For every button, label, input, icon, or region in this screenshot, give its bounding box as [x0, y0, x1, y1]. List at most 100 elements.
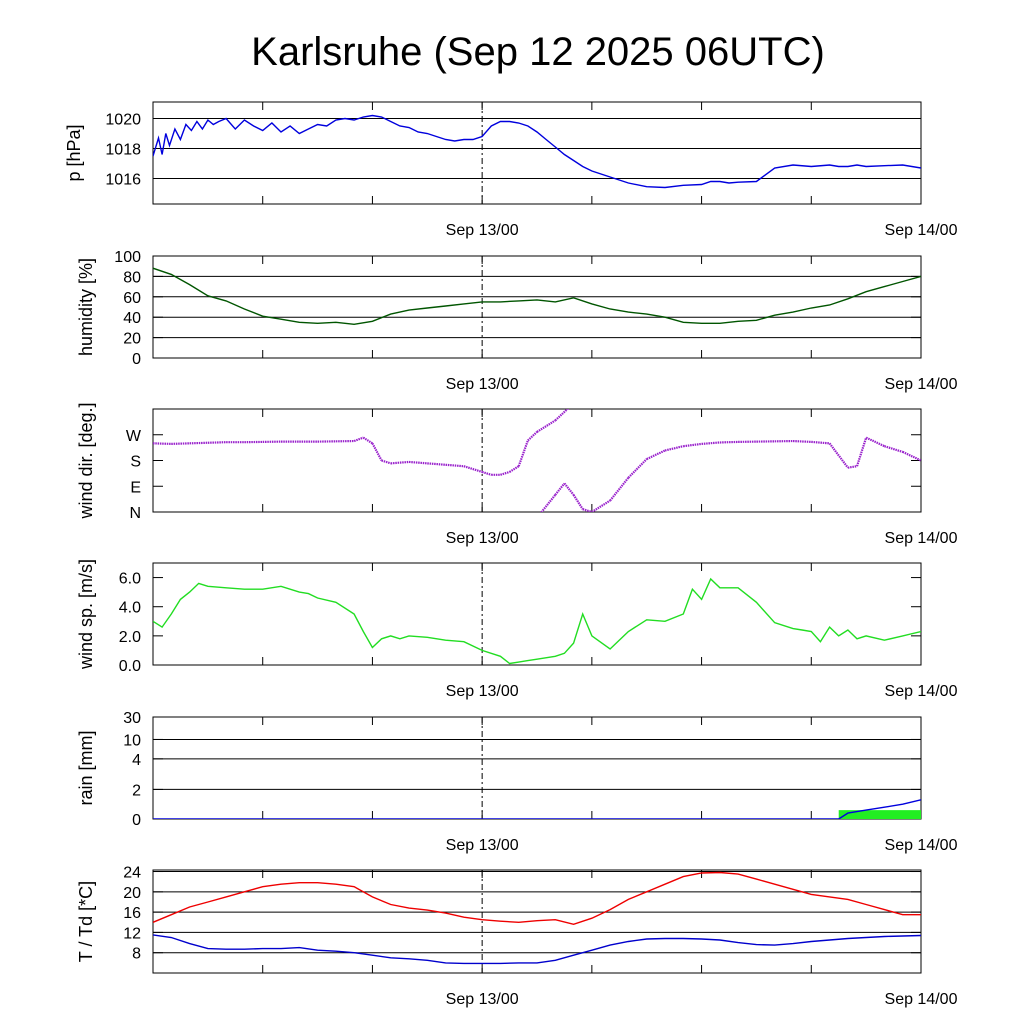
y-axis-label: wind sp. [m/s] [76, 559, 96, 670]
x-tick-label: Sep 14/00 [885, 530, 958, 547]
wind-dir-point [500, 470, 510, 476]
x-tick-label: Sep 14/00 [885, 991, 958, 1008]
wind-dir-point [362, 436, 374, 445]
y-tick-label: 20 [123, 331, 141, 348]
panel-frame [152, 869, 922, 974]
wind-dir-point [563, 482, 575, 496]
wind-dir-point [371, 442, 383, 462]
wind-dir-point [582, 508, 593, 512]
wind-dir-point [390, 460, 410, 465]
wind-dir-point [171, 442, 190, 446]
panel-frame [152, 101, 922, 205]
y-tick-label: 40 [123, 310, 141, 327]
wind-dir-point [508, 465, 520, 473]
panel-pressure: 1016 1018 1020 p [hPa] Sep 13/00 Sep 14/00 [64, 101, 958, 239]
plot-area [153, 577, 921, 665]
y-axis-label: wind dir. [deg.] [76, 402, 96, 519]
x-tick-label: Sep 13/00 [446, 222, 519, 239]
y-tick-label: 1018 [105, 142, 141, 159]
wind-dir-point [855, 437, 868, 467]
wind-dir-point [828, 442, 849, 469]
y-tick-label: S [130, 454, 141, 471]
wind-dir-point [353, 436, 364, 443]
y-tick-label: 1016 [105, 172, 141, 189]
panel-frame [152, 562, 922, 666]
y-tick-label: 0.0 [119, 658, 141, 675]
wind-dir-point [463, 465, 483, 473]
wind-dir-point [847, 465, 858, 469]
wind-dir-point [536, 419, 556, 433]
wind-dir-point [189, 441, 208, 445]
wind-dir-point [865, 436, 885, 448]
y-axis-label: rain [mm] [76, 730, 96, 805]
wind-dir-point [554, 482, 566, 496]
panel-frame [152, 255, 922, 359]
x-tick-label: Sep 14/00 [885, 222, 958, 239]
panel-frame [152, 716, 922, 820]
wind-dir-point [408, 460, 428, 465]
wind-dir-point [902, 450, 921, 462]
y-tick-label: 30 [123, 710, 141, 727]
x-tick-label: Sep 13/00 [446, 683, 519, 700]
x-tick-label: Sep 14/00 [885, 376, 958, 393]
y-tick-label: 20 [123, 885, 141, 902]
x-tick-label: Sep 13/00 [446, 837, 519, 854]
panel-humidity: 0 20 40 60 80 100 humidity [%] Sep 13/00 Sep 14/… [76, 249, 958, 393]
y-tick-label: 10 [123, 732, 141, 749]
plot-area [153, 114, 921, 189]
y-tick-label: 100 [114, 249, 141, 266]
y-tick-label: 4.0 [119, 600, 141, 617]
y-tick-label: 0 [132, 351, 141, 368]
y-tick-label: 0 [132, 812, 141, 829]
y-tick-label: 2 [132, 782, 141, 799]
wind-dir-point [811, 440, 830, 445]
plot-area [153, 398, 921, 512]
panel-rain: 0 2 4 10 30 rain [mm] Sep 13/00 Sep 14/00 [76, 710, 958, 854]
series-line-pressure [153, 114, 921, 189]
y-tick-label: W [126, 428, 142, 445]
y-tick-label: 2.0 [119, 629, 141, 646]
y-tick-label: 4 [132, 752, 141, 769]
wind-dir-point [792, 439, 812, 444]
wind-dir-point [207, 441, 227, 444]
wind-dir-point [381, 459, 392, 465]
wind-dir-point [554, 409, 570, 422]
x-tick-label: Sep 14/00 [885, 837, 958, 854]
wind-dir-point [627, 458, 648, 479]
y-tick-label: 24 [123, 865, 141, 882]
y-tick-label: 6.0 [119, 571, 141, 588]
wind-dir-point [683, 442, 702, 448]
y-tick-label: 80 [123, 269, 141, 286]
wind-dir-point [591, 499, 611, 512]
y-tick-label: 1020 [105, 112, 141, 129]
y-axis-label: p [hPa] [64, 124, 84, 181]
y-tick-label: N [129, 505, 141, 522]
plot-area [153, 871, 921, 965]
wind-dir-point [646, 449, 666, 461]
plot-area [153, 267, 921, 326]
wind-dir-point [153, 442, 172, 446]
y-tick-label: 16 [123, 905, 141, 922]
plot-area [153, 799, 921, 819]
y-tick-label: E [130, 479, 141, 496]
wind-dir-point [540, 494, 557, 512]
chart-title: Karlsruhe (Sep 12 2025 06UTC) [251, 30, 825, 74]
x-tick-label: Sep 13/00 [446, 991, 519, 1008]
series-line-rain [153, 799, 921, 819]
wind-dir-point [574, 398, 592, 404]
y-tick-label: 8 [132, 946, 141, 963]
x-tick-label: Sep 14/00 [885, 683, 958, 700]
wind-dir-point [445, 463, 464, 468]
panel-temperature: 8 12 16 20 24 T / Td [*C] Sep 13/00 Sep 14/00 [76, 865, 958, 1008]
wind-dir-point [481, 470, 492, 476]
y-axis-label: T / Td [*C] [76, 881, 96, 962]
x-tick-label: Sep 13/00 [446, 376, 519, 393]
series-line-temperature [153, 934, 921, 965]
x-tick-label: Sep 13/00 [446, 530, 519, 547]
y-axis-label: humidity [%] [76, 258, 96, 356]
rain-bar [838, 810, 921, 819]
panel-wind_speed: 0.0 2.0 4.0 6.0 wind sp. [m/s] Sep 13/00 Sep 1… [76, 559, 958, 700]
